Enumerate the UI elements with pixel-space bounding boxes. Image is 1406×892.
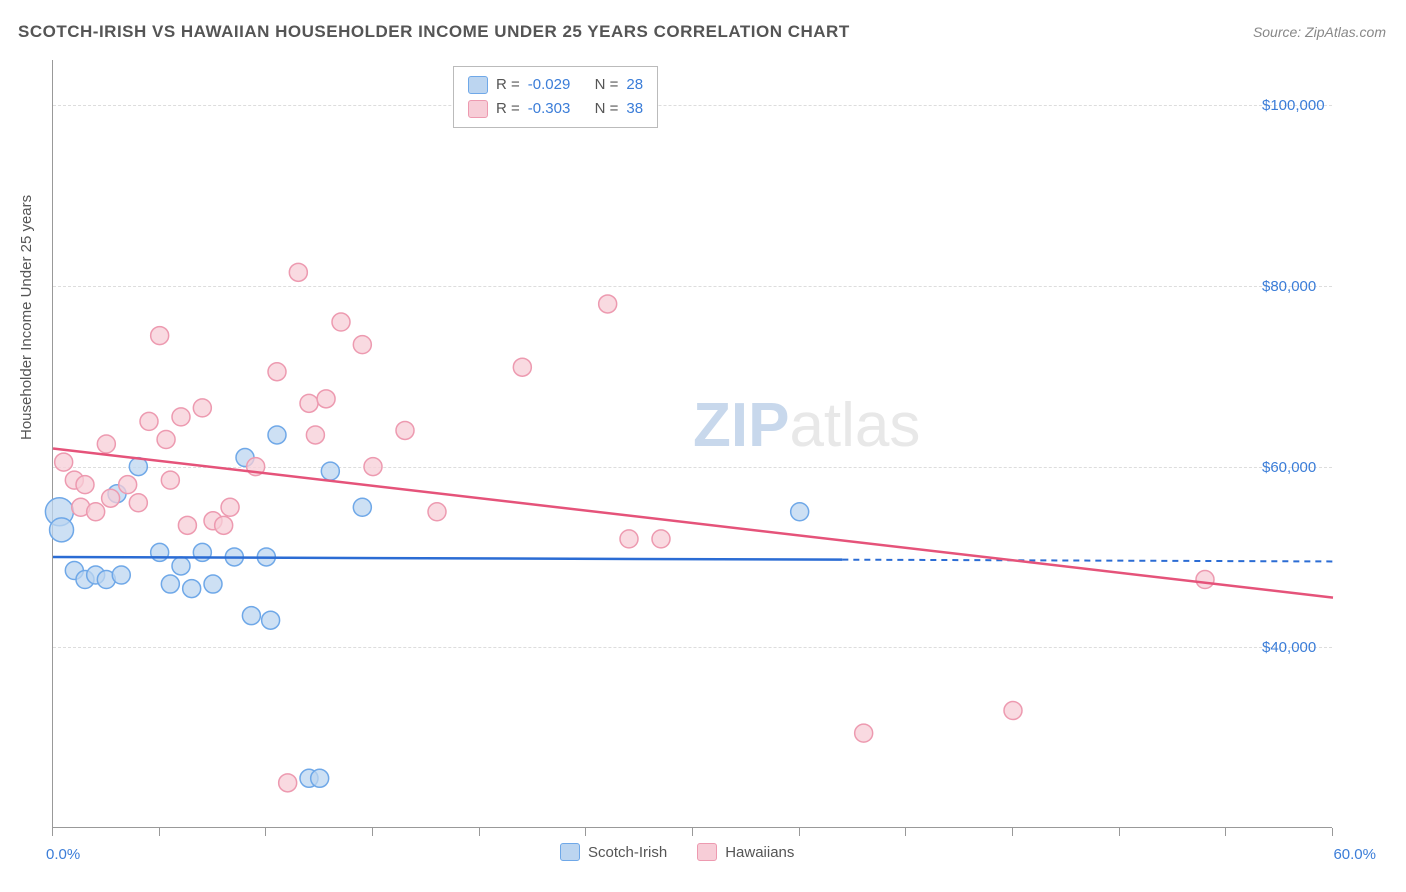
scatter-point — [172, 557, 190, 575]
x-tick — [265, 828, 266, 836]
scatter-point — [855, 724, 873, 742]
scatter-point — [157, 430, 175, 448]
x-tick — [1012, 828, 1013, 836]
series-legend-item: Hawaiians — [697, 843, 794, 861]
scatter-point — [221, 498, 239, 516]
r-label: R = — [496, 73, 520, 97]
series-legend-label: Hawaiians — [725, 844, 794, 861]
chart-container: SCOTCH-IRISH VS HAWAIIAN HOUSEHOLDER INC… — [0, 0, 1406, 892]
scatter-point — [652, 530, 670, 548]
x-tick — [799, 828, 800, 836]
scatter-point — [119, 476, 137, 494]
source-attribution: Source: ZipAtlas.com — [1253, 24, 1386, 40]
r-value: -0.303 — [528, 97, 571, 121]
trend-line-extrapolated — [842, 560, 1333, 562]
scatter-point — [317, 390, 335, 408]
x-tick — [1225, 828, 1226, 836]
scatter-point — [97, 435, 115, 453]
scatter-point — [513, 358, 531, 376]
legend-swatch — [697, 843, 717, 861]
scatter-point — [300, 394, 318, 412]
series-legend-item: Scotch-Irish — [560, 843, 667, 861]
stats-legend: R = -0.029 N = 28 R = -0.303 N = 38 — [453, 66, 658, 128]
scatter-point — [50, 518, 74, 542]
scatter-point — [112, 566, 130, 584]
r-label: R = — [496, 97, 520, 121]
x-tick — [1119, 828, 1120, 836]
scatter-point — [204, 575, 222, 593]
n-label: N = — [595, 73, 619, 97]
scatter-point — [332, 313, 350, 331]
scatter-point — [599, 295, 617, 313]
x-tick — [692, 828, 693, 836]
scatter-point — [321, 462, 339, 480]
scatter-point — [279, 774, 297, 792]
scatter-point — [193, 399, 211, 417]
scatter-point — [396, 421, 414, 439]
scatter-point — [353, 336, 371, 354]
y-tick-label: $40,000 — [1262, 639, 1392, 656]
scatter-svg — [53, 60, 1332, 827]
x-tick — [372, 828, 373, 836]
series-legend-label: Scotch-Irish — [588, 844, 667, 861]
scatter-point — [242, 607, 260, 625]
series-legend: Scotch-Irish Hawaiians — [560, 843, 794, 861]
plot-area: ZIPatlas R = -0.029 N = 28 R = -0.303 N … — [52, 60, 1332, 828]
scatter-point — [129, 494, 147, 512]
x-tick — [479, 828, 480, 836]
scatter-point — [178, 516, 196, 534]
n-label: N = — [595, 97, 619, 121]
scatter-point — [87, 503, 105, 521]
scatter-point — [353, 498, 371, 516]
scatter-point — [161, 575, 179, 593]
y-tick-label: $100,000 — [1262, 97, 1392, 114]
trend-line — [53, 557, 842, 560]
y-tick-label: $60,000 — [1262, 459, 1392, 476]
scatter-point — [55, 453, 73, 471]
scatter-point — [1004, 702, 1022, 720]
chart-title: SCOTCH-IRISH VS HAWAIIAN HOUSEHOLDER INC… — [18, 22, 850, 42]
scatter-point — [306, 426, 324, 444]
x-axis-min-label: 0.0% — [46, 846, 80, 863]
n-value: 28 — [626, 73, 643, 97]
scatter-point — [620, 530, 638, 548]
stats-legend-row: R = -0.303 N = 38 — [468, 97, 643, 121]
trend-line — [53, 449, 1333, 598]
scatter-point — [151, 327, 169, 345]
scatter-point — [311, 769, 329, 787]
scatter-point — [140, 412, 158, 430]
legend-swatch — [468, 100, 488, 118]
y-tick-label: $80,000 — [1262, 278, 1392, 295]
legend-swatch — [468, 76, 488, 94]
scatter-point — [151, 543, 169, 561]
scatter-point — [183, 580, 201, 598]
stats-legend-row: R = -0.029 N = 28 — [468, 73, 643, 97]
x-tick — [1332, 828, 1333, 836]
scatter-point — [172, 408, 190, 426]
x-tick — [159, 828, 160, 836]
r-value: -0.029 — [528, 73, 571, 97]
x-axis-max-label: 60.0% — [1333, 846, 1376, 863]
scatter-point — [262, 611, 280, 629]
scatter-point — [161, 471, 179, 489]
scatter-point — [102, 489, 120, 507]
legend-swatch — [560, 843, 580, 861]
scatter-point — [268, 363, 286, 381]
scatter-point — [428, 503, 446, 521]
scatter-point — [268, 426, 286, 444]
scatter-point — [289, 263, 307, 281]
n-value: 38 — [626, 97, 643, 121]
scatter-point — [791, 503, 809, 521]
x-tick — [52, 828, 53, 836]
x-tick — [905, 828, 906, 836]
scatter-point — [364, 458, 382, 476]
scatter-point — [1196, 571, 1214, 589]
y-axis-title: Householder Income Under 25 years — [18, 195, 35, 440]
scatter-point — [76, 476, 94, 494]
scatter-point — [215, 516, 233, 534]
x-tick — [585, 828, 586, 836]
